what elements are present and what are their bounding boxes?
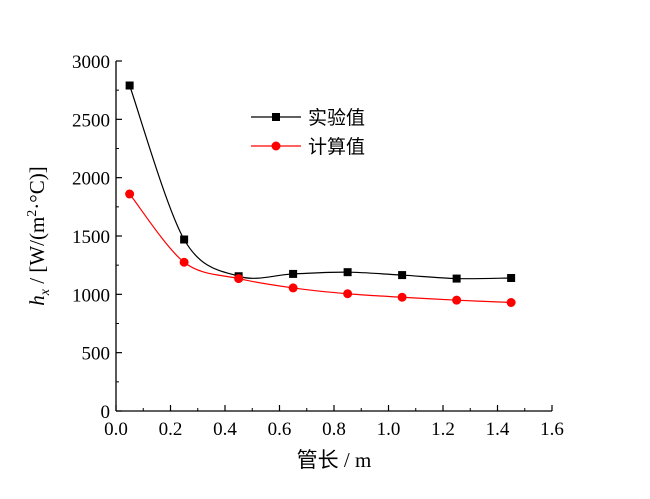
x-tick-label: 1.0 — [377, 419, 401, 440]
series-2-point — [234, 274, 244, 284]
series-1-point — [180, 235, 189, 244]
x-tick-label: 1.2 — [431, 419, 455, 440]
y-axis-symbol: h — [25, 295, 49, 306]
series-layer — [125, 81, 516, 307]
series-2-point — [179, 257, 189, 267]
x-tick-label: 0.2 — [159, 419, 183, 440]
x-axis-ticks: 0.0 0.2 0.4 0.6 0.8 1.0 1.2 1.4 1.6 — [104, 405, 564, 440]
series-2-point — [125, 189, 135, 199]
series-2-point — [397, 292, 407, 302]
y-tick-label: 3000 — [72, 52, 110, 73]
y-tick-label: 2000 — [72, 169, 110, 190]
y-tick-label: 1000 — [72, 285, 110, 306]
y-axis-superscript: 2 — [25, 210, 40, 217]
y-tick-label: 2500 — [72, 110, 110, 131]
series-1-point — [343, 268, 352, 277]
x-tick-label: 0.0 — [104, 419, 128, 440]
series-2-line — [129, 193, 512, 304]
legend-marker-2 — [271, 141, 281, 151]
y-axis-unit-prefix: / [W/(m — [25, 217, 49, 289]
series-2-point — [288, 283, 298, 293]
series-1-point — [125, 81, 134, 90]
series-1-point — [507, 274, 516, 282]
series-1-line — [129, 85, 512, 280]
series-2-point — [506, 298, 516, 307]
legend-label-1: 实验值 — [308, 107, 365, 129]
x-tick-label: 0.6 — [268, 419, 292, 440]
series-1-point — [289, 269, 298, 278]
x-tick-label: 1.6 — [540, 419, 564, 440]
x-axis-title: 管长 / m — [297, 448, 372, 472]
y-tick-label: 1500 — [72, 227, 110, 248]
y-axis-unit-suffix: ·°C)] — [25, 166, 49, 209]
y-axis-title: hx / [W/(m2·°C)] — [25, 166, 53, 305]
x-tick-label: 0.4 — [213, 419, 237, 440]
series-1-point — [452, 274, 461, 283]
y-axis-subscript: x — [38, 288, 53, 296]
x-tick-label: 1.4 — [486, 419, 510, 440]
y-tick-label: 500 — [82, 344, 111, 365]
series-2-point — [452, 295, 462, 305]
y-axis-ticks: 0 500 1000 1500 2000 2500 3000 — [72, 52, 122, 423]
legend-label-2: 计算值 — [308, 136, 365, 158]
series-2 — [125, 189, 516, 307]
y-tick-label: 0 — [101, 402, 111, 423]
series-2-point — [343, 289, 353, 299]
x-tick-label: 0.8 — [322, 419, 346, 440]
series-1-point — [398, 271, 407, 280]
legend-marker-1 — [272, 113, 280, 121]
